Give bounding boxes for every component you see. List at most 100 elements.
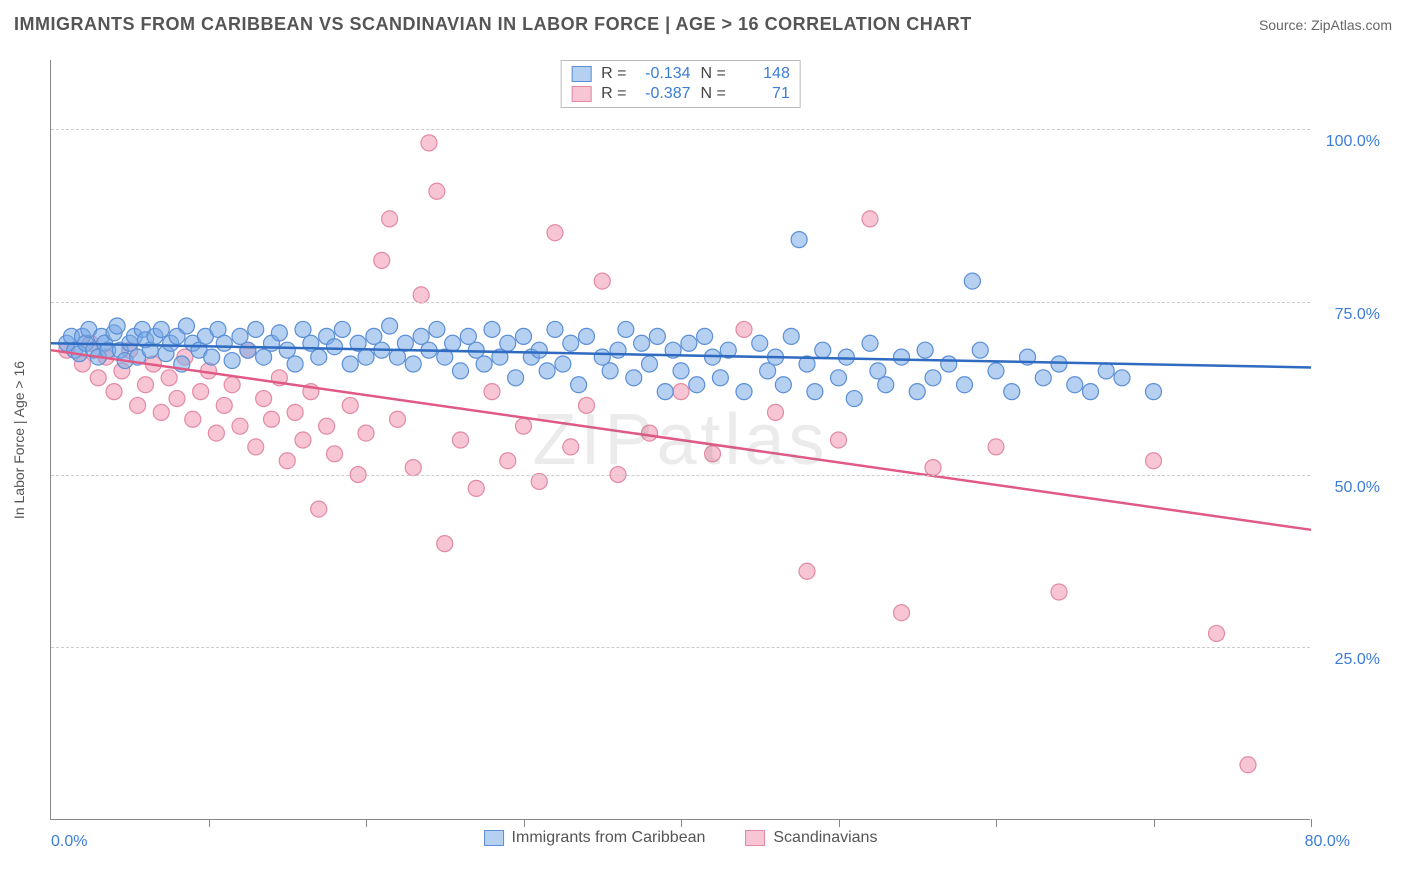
data-point	[224, 353, 240, 369]
data-point	[917, 342, 933, 358]
data-point	[1146, 453, 1162, 469]
data-point	[342, 356, 358, 372]
data-point	[429, 183, 445, 199]
data-point	[673, 384, 689, 400]
legend-row-scandinavian: R = -0.387 N = 71	[571, 85, 790, 103]
x-tick	[1154, 819, 1155, 827]
data-point	[193, 384, 209, 400]
data-point	[311, 501, 327, 517]
legend-row-caribbean: R = -0.134 N = 148	[571, 65, 790, 83]
plot-area: In Labor Force | Age > 16 R = -0.134 N =…	[50, 60, 1310, 820]
data-point	[382, 318, 398, 334]
data-point	[689, 377, 705, 393]
data-point	[618, 321, 634, 337]
data-point	[334, 321, 350, 337]
gridline-h	[51, 129, 1310, 130]
data-point	[109, 318, 125, 334]
data-point	[256, 391, 272, 407]
data-point	[382, 211, 398, 227]
data-point	[248, 321, 264, 337]
data-point	[1067, 377, 1083, 393]
r-value-caribbean: -0.134	[637, 65, 691, 83]
data-point	[768, 404, 784, 420]
data-point	[216, 335, 232, 351]
gridline-h	[51, 647, 1310, 648]
data-point	[224, 377, 240, 393]
data-point	[279, 453, 295, 469]
data-point	[153, 404, 169, 420]
n-label: N =	[701, 85, 726, 103]
r-label: R =	[601, 65, 626, 83]
data-point	[712, 370, 728, 386]
data-point	[862, 211, 878, 227]
data-point	[342, 397, 358, 413]
data-point	[563, 335, 579, 351]
data-point	[453, 432, 469, 448]
data-point	[405, 356, 421, 372]
legend-item-caribbean: Immigrants from Caribbean	[484, 829, 706, 847]
series-legend: Immigrants from Caribbean Scandinavians	[484, 829, 878, 847]
data-point	[311, 349, 327, 365]
x-tick	[996, 819, 997, 827]
swatch-caribbean-bottom	[484, 830, 504, 846]
data-point	[571, 377, 587, 393]
r-label: R =	[601, 85, 626, 103]
x-axis-min-label: 0.0%	[51, 833, 87, 851]
data-point	[453, 363, 469, 379]
data-point	[555, 356, 571, 372]
data-point	[705, 446, 721, 462]
data-point	[838, 349, 854, 365]
data-point	[697, 328, 713, 344]
data-point	[130, 397, 146, 413]
data-point	[626, 370, 642, 386]
data-point	[736, 321, 752, 337]
data-point	[1209, 625, 1225, 641]
data-point	[516, 328, 532, 344]
data-point	[547, 321, 563, 337]
data-point	[775, 377, 791, 393]
data-point	[264, 411, 280, 427]
data-point	[642, 356, 658, 372]
data-point	[1083, 384, 1099, 400]
data-point	[894, 605, 910, 621]
scatter-svg	[51, 60, 1310, 819]
source-link[interactable]: ZipAtlas.com	[1311, 17, 1392, 33]
data-point	[421, 135, 437, 151]
data-point	[579, 328, 595, 344]
source-attribution: Source: ZipAtlas.com	[1259, 17, 1392, 33]
data-point	[484, 384, 500, 400]
data-point	[185, 411, 201, 427]
data-point	[248, 439, 264, 455]
data-point	[1051, 584, 1067, 600]
data-point	[508, 370, 524, 386]
data-point	[169, 391, 185, 407]
data-point	[161, 370, 177, 386]
data-point	[831, 370, 847, 386]
n-value-caribbean: 148	[736, 65, 790, 83]
data-point	[531, 473, 547, 489]
data-point	[240, 342, 256, 358]
data-point	[445, 335, 461, 351]
data-point	[295, 432, 311, 448]
x-tick	[524, 819, 525, 827]
data-point	[178, 318, 194, 334]
x-tick	[209, 819, 210, 827]
n-label: N =	[701, 65, 726, 83]
data-point	[90, 370, 106, 386]
data-point	[405, 460, 421, 476]
swatch-scandinavian-bottom	[745, 830, 765, 846]
x-tick	[839, 819, 840, 827]
data-point	[468, 480, 484, 496]
data-point	[634, 335, 650, 351]
data-point	[752, 335, 768, 351]
data-point	[358, 349, 374, 365]
data-point	[516, 418, 532, 434]
data-point	[649, 328, 665, 344]
data-point	[988, 363, 1004, 379]
n-value-scandinavian: 71	[736, 85, 790, 103]
data-point	[500, 335, 516, 351]
data-point	[563, 439, 579, 455]
data-point	[594, 273, 610, 289]
data-point	[831, 432, 847, 448]
y-axis-label: In Labor Force | Age > 16	[11, 360, 27, 518]
